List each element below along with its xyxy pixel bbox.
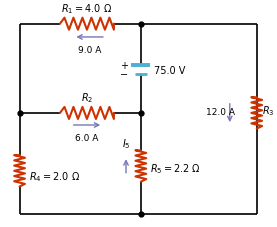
Text: $R_1 = 4.0\ \Omega$: $R_1 = 4.0\ \Omega$ bbox=[61, 2, 112, 15]
Text: $R_3$: $R_3$ bbox=[262, 104, 275, 118]
Text: 6.0 A: 6.0 A bbox=[75, 133, 99, 142]
Text: 9.0 A: 9.0 A bbox=[78, 45, 101, 54]
Text: $I_5$: $I_5$ bbox=[122, 137, 130, 151]
Text: $R_2$: $R_2$ bbox=[81, 91, 93, 104]
Text: $R_5 = 2.2\ \Omega$: $R_5 = 2.2\ \Omega$ bbox=[150, 162, 201, 175]
Text: 75.0 V: 75.0 V bbox=[154, 65, 186, 75]
Text: 12.0 A: 12.0 A bbox=[206, 108, 235, 117]
Text: +: + bbox=[120, 61, 128, 71]
Text: $R_4 = 2.0\ \Omega$: $R_4 = 2.0\ \Omega$ bbox=[29, 169, 80, 183]
Text: −: − bbox=[120, 69, 128, 79]
